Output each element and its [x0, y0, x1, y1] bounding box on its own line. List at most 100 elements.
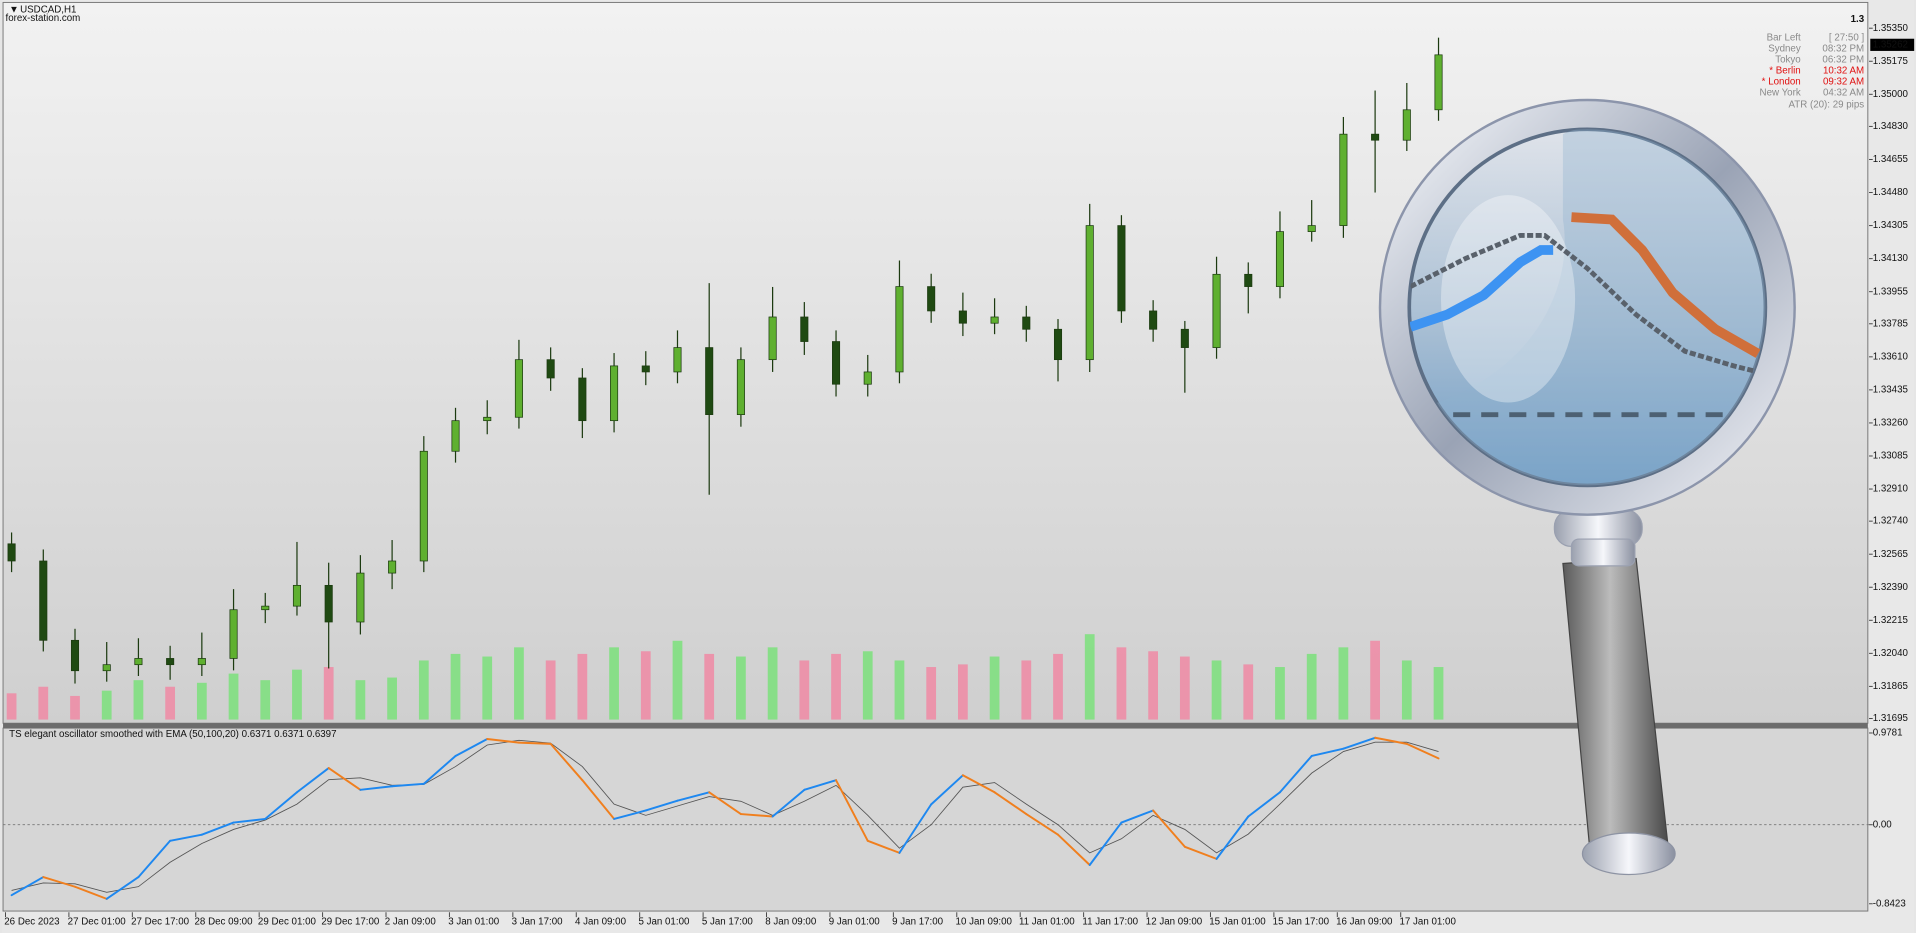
x-tick-label: 27 Dec 17:00	[131, 917, 190, 928]
candle-body	[895, 286, 904, 373]
x-tick-label: 8 Jan 09:00	[765, 917, 817, 928]
oscillator-segment	[1247, 791, 1281, 818]
candle-body	[1180, 328, 1189, 348]
oscillator-segment	[359, 785, 394, 791]
candle-body	[927, 286, 936, 312]
oscillator-segment	[739, 813, 774, 818]
oscillator-segment	[613, 809, 647, 820]
candle-body	[1085, 225, 1094, 361]
candle-body	[166, 658, 175, 666]
volume-bar	[323, 667, 334, 720]
candle-body	[451, 420, 460, 452]
oscillator-segment	[454, 738, 489, 757]
volume-bar	[1116, 647, 1127, 720]
volume-bar	[672, 640, 683, 720]
y-tick-label: 1.35000	[1873, 89, 1909, 100]
candle-body	[7, 543, 16, 562]
oscillator-segment	[961, 774, 996, 794]
oscillator-segment	[1120, 809, 1155, 824]
info-label: Sydney	[1768, 43, 1801, 54]
volume-bar	[609, 647, 619, 720]
candle-body	[1307, 225, 1316, 232]
candle-body	[261, 605, 270, 611]
y-tick-label: 1.32565	[1873, 549, 1909, 560]
lens-signal	[1409, 232, 1759, 375]
y-tick-label: 1.33610	[1873, 351, 1909, 362]
y-tick-label: 1.31695	[1873, 713, 1909, 724]
oscillator-segment	[264, 791, 298, 820]
oscillator-segment	[676, 791, 711, 802]
oscillator-segment	[42, 876, 76, 888]
y-tick-label: 1.34480	[1873, 187, 1909, 198]
plot-layer: 1.35350 1.35175 1.35000 1.34830 1.34655 1.344…	[3, 23, 1915, 928]
volume-bar	[1211, 660, 1222, 720]
info-value: [ 27:50 ]	[1829, 32, 1865, 43]
magnifier-cap	[1581, 832, 1676, 876]
volume-bar	[545, 660, 556, 720]
candle-body	[388, 560, 397, 574]
volume-bar	[1370, 640, 1380, 720]
volume-bar	[926, 667, 937, 720]
y-tick-label: 1.31865	[1873, 681, 1909, 692]
y-tick-label: 1.33260	[1873, 418, 1909, 429]
oscillator-segment	[1025, 813, 1059, 836]
oscillator-segment	[137, 839, 172, 879]
x-tick-label: 15 Jan 01:00	[1209, 917, 1266, 928]
oscillator-segment	[835, 779, 869, 842]
candle-body	[1371, 133, 1380, 141]
volume-bar	[1021, 660, 1032, 720]
y-tick-label: 1.34830	[1873, 121, 1909, 132]
y-tick-label: -0.8423	[1873, 898, 1906, 909]
x-tick-label: 4 Jan 09:00	[575, 917, 627, 928]
y-tick-label: 1.34130	[1873, 253, 1909, 264]
y-tick-label: 1.33785	[1873, 318, 1909, 329]
y-tick-label: 1.33435	[1873, 384, 1909, 395]
volume-bar	[736, 656, 746, 720]
oscillator-segment	[74, 885, 108, 900]
volume-bar	[704, 653, 715, 720]
magnifier-rim-edge	[1378, 98, 1796, 516]
info-value: 10:32 AM	[1823, 65, 1864, 76]
volume-bar	[418, 660, 429, 720]
x-tick-label: 15 Jan 17:00	[1273, 917, 1330, 928]
candle-body	[800, 316, 809, 342]
volume-bar	[38, 686, 49, 720]
last-price-box	[1870, 38, 1915, 51]
atr: ATR (20): 29 pips	[1788, 99, 1864, 110]
oscillator-segment	[1088, 821, 1123, 866]
watermark: forex-station.com	[5, 13, 80, 24]
volume-bar	[1433, 667, 1444, 720]
oscillator-segment	[1152, 809, 1186, 848]
x-tick-label: 28 Dec 09:00	[195, 917, 254, 928]
candle-body	[419, 450, 428, 562]
volume-bar	[1306, 653, 1317, 720]
candle-body	[958, 310, 967, 324]
lens-shade	[1409, 129, 1766, 486]
oscillator-segment	[1405, 742, 1440, 760]
oscillator-segment	[391, 782, 425, 788]
oscillator-segment	[898, 803, 933, 854]
candle-body	[197, 658, 206, 666]
panel-separator	[3, 723, 1868, 729]
magnifier-glass	[1407, 127, 1768, 488]
y-tick-label: 1.32390	[1873, 582, 1909, 593]
oscillator-segment	[708, 791, 742, 816]
candle-body	[292, 584, 301, 607]
y-tick-label: 0.00	[1873, 819, 1893, 830]
candle-body	[134, 658, 143, 666]
candle-body	[1339, 133, 1348, 226]
volume-bar	[1053, 653, 1063, 720]
candle-body	[1117, 225, 1126, 312]
volume-bar	[292, 669, 302, 720]
info-label: * Berlin	[1769, 65, 1800, 76]
info-value: 06:32 PM	[1822, 54, 1864, 65]
oscillator-segment	[644, 799, 679, 812]
oscillator-segment	[105, 876, 140, 900]
candle-body	[546, 359, 555, 379]
last-price: 1.35262	[1873, 39, 1908, 50]
candle-body	[832, 341, 841, 385]
candle-body	[70, 639, 80, 672]
volume-bar	[577, 653, 588, 720]
x-tick-label: 2 Jan 09:00	[385, 917, 437, 928]
